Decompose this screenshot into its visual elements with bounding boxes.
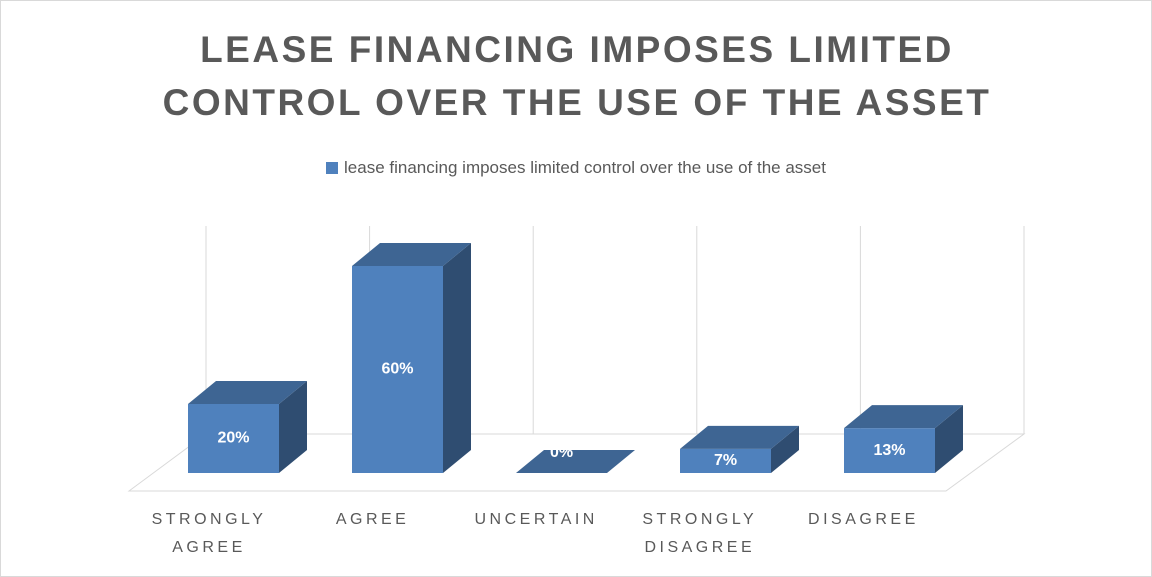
value-label: 13%	[873, 442, 905, 459]
bar-top	[188, 381, 307, 404]
chart-title: LEASE FINANCING IMPOSES LIMITED CONTROL …	[162, 29, 992, 123]
value-label: 60%	[381, 361, 413, 378]
value-label: 0%	[550, 444, 573, 461]
bar-front	[188, 404, 279, 473]
bar-top	[516, 450, 635, 473]
bar-side	[279, 381, 307, 473]
x-tick-label: STRONGLY AGREE	[151, 511, 267, 556]
bar-side	[935, 405, 963, 473]
bar-side	[771, 425, 799, 473]
x-tick-label: UNCERTAIN	[474, 511, 598, 528]
bar-side	[443, 243, 471, 473]
x-tick-label: DISAGREE	[808, 511, 919, 528]
x-tick-label: AGREE	[335, 511, 410, 528]
value-label: 7%	[714, 452, 737, 469]
legend-swatch	[326, 162, 339, 174]
bar-front	[352, 266, 443, 473]
legend: lease financing imposes limited control …	[1, 158, 1151, 178]
x-tick-label: STRONGLY DISAGREE	[642, 511, 758, 556]
bar-front	[844, 428, 935, 473]
bar-front	[680, 448, 771, 473]
bar-top	[680, 425, 799, 449]
bar-top	[844, 405, 963, 429]
bar-top	[352, 243, 471, 266]
legend-label: lease financing imposes limited control …	[344, 158, 826, 177]
value-label: 20%	[217, 430, 249, 447]
